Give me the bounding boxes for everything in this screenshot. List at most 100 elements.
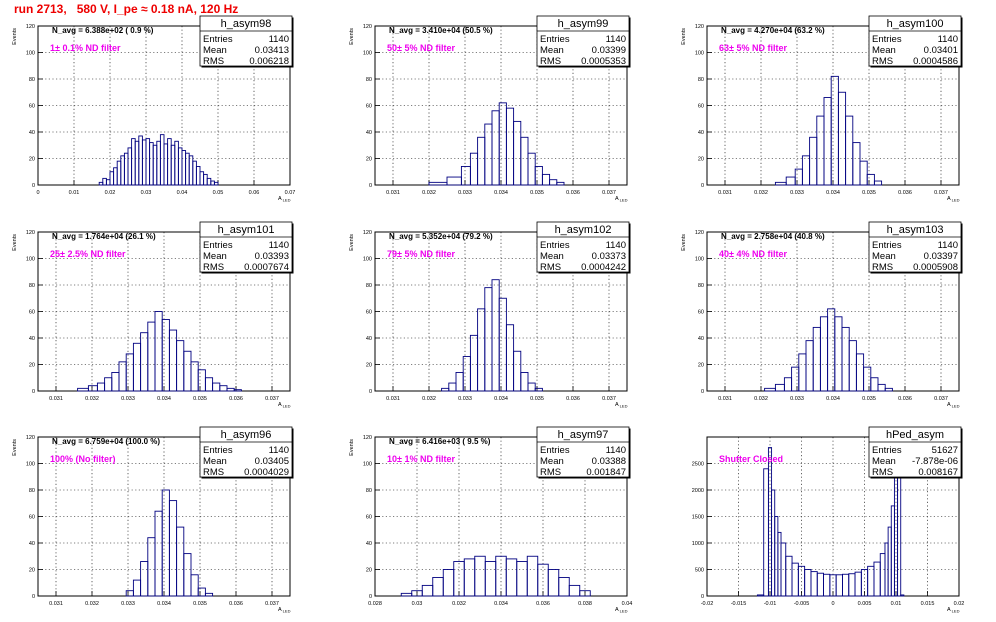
stat-label-rms: RMS xyxy=(872,56,893,67)
histogram-bar xyxy=(463,558,476,597)
filter-label: 50± 5% ND filter xyxy=(387,43,455,53)
y-axis-label: Events xyxy=(12,28,18,45)
x-tick-label: 0.038 xyxy=(578,601,592,607)
stat-value-mean: -7.878e-06 xyxy=(912,456,958,467)
histogram-bar xyxy=(756,594,765,597)
histogram-bar xyxy=(877,383,886,392)
histogram-bar xyxy=(549,179,558,186)
x-tick-label: 0.031 xyxy=(386,396,400,402)
histogram-bar xyxy=(873,561,881,597)
y-tick-label: 0 xyxy=(32,183,35,189)
stat-value-rms: 0.0004029 xyxy=(244,467,289,478)
filter-label: 1± 0.1% ND filter xyxy=(50,43,121,53)
hist-name: h_asym100 xyxy=(887,18,944,30)
histogram-bar xyxy=(520,372,529,392)
stat-box: h_asym100 Entries 1140 Mean 0.03401 RMS 0.0004… xyxy=(868,15,963,68)
hist-name: h_asym97 xyxy=(558,429,609,441)
stat-value-rms: 0.0004242 xyxy=(581,262,626,273)
y-tick-label: 60 xyxy=(29,310,35,316)
histogram-bar xyxy=(785,555,793,597)
histogram-bar xyxy=(764,387,776,392)
stat-box: h_asym102 Entries 1140 Mean 0.03373 RMS 0.0004… xyxy=(536,221,631,274)
histogram-panel-h_asym101: 0.031 0.032 0.033 0.034 0.035 0.036 0.037 0 20 40… xyxy=(12,221,294,409)
y-tick-label: 120 xyxy=(26,24,35,30)
histogram-bar xyxy=(177,147,183,186)
stat-box: h_asym103 Entries 1140 Mean 0.03397 RMS 0.0005… xyxy=(868,221,963,274)
histogram-bar xyxy=(442,569,455,597)
histogram-bar xyxy=(197,369,206,392)
histogram-bar xyxy=(190,361,199,392)
stat-value-rms: 0.008167 xyxy=(918,467,958,478)
histogram-bar xyxy=(841,326,850,392)
histogram-bar xyxy=(469,152,479,186)
histogram-bar xyxy=(192,160,197,186)
x-axis-label: ALED xyxy=(615,402,628,409)
y-tick-label: 100 xyxy=(26,51,35,57)
stat-value-rms: 0.0007674 xyxy=(244,262,289,273)
histogram-bar xyxy=(125,353,134,392)
filter-label: 25± 2.5% ND filter xyxy=(50,249,126,259)
histogram-bar xyxy=(513,350,522,392)
histogram-bar xyxy=(783,377,793,392)
histogram-bar xyxy=(534,165,543,186)
x-tick-label: 0.034 xyxy=(826,190,840,196)
n-avg-label: N_avg = 6.388e+02 ( 0.9 %) xyxy=(52,26,154,35)
histogram-bar xyxy=(203,173,208,186)
y-tick-label: 80 xyxy=(29,488,35,494)
histogram-bar xyxy=(498,297,507,392)
histogram-bar xyxy=(887,526,892,597)
x-tick-label: 0.03 xyxy=(412,601,423,607)
y-axis-label: Events xyxy=(349,28,355,45)
n-avg-label: N_avg = 4.270e+04 (63.2 %) xyxy=(721,26,825,35)
x-tick-label: 0.07 xyxy=(285,190,296,196)
x-tick-label: 0.01 xyxy=(891,601,902,607)
x-axis-label: ALED xyxy=(947,607,960,614)
x-axis-label-subscript: LED xyxy=(620,198,628,203)
stat-value-mean: 0.03388 xyxy=(592,456,626,467)
y-tick-label: 20 xyxy=(29,157,35,163)
x-axis-label-subscript: LED xyxy=(283,404,291,409)
y-axis-label: Events xyxy=(681,28,687,45)
y-tick-label: 120 xyxy=(26,230,35,236)
histogram-bar xyxy=(212,382,221,392)
x-tick-label: 0.005 xyxy=(858,601,872,607)
y-tick-label: 40 xyxy=(698,336,704,342)
histogram-bar xyxy=(498,102,507,186)
histogram-bar xyxy=(113,167,118,186)
histogram-bar xyxy=(156,140,161,186)
y-tick-label: 120 xyxy=(26,435,35,441)
y-tick-label: 100 xyxy=(695,257,704,263)
histogram-bar xyxy=(527,152,536,186)
y-tick-label: 0 xyxy=(369,389,372,395)
x-tick-label: 0.037 xyxy=(934,396,948,402)
y-tick-label: 20 xyxy=(366,568,372,574)
histogram-bar xyxy=(183,350,192,392)
histogram-bar xyxy=(884,387,893,392)
y-tick-label: 120 xyxy=(363,435,372,441)
histogram-bar xyxy=(804,569,812,597)
x-axis-label-subscript: LED xyxy=(620,404,628,409)
histogram-bar xyxy=(534,387,543,392)
x-axis-label: ALED xyxy=(615,607,628,614)
stat-value-mean: 0.03401 xyxy=(924,45,958,56)
histogram-bar xyxy=(848,573,856,597)
y-tick-label: 100 xyxy=(695,51,704,57)
histogram-bar xyxy=(812,326,821,392)
histogram-bar xyxy=(823,97,832,186)
x-tick-label: 0.033 xyxy=(458,396,472,402)
stat-value-mean: 0.03373 xyxy=(592,251,626,262)
x-tick-label: 0.032 xyxy=(452,601,466,607)
histogram-bar xyxy=(462,356,471,392)
stat-value-mean: 0.03405 xyxy=(255,456,289,467)
x-tick-label: 0.036 xyxy=(898,396,912,402)
y-tick-label: 40 xyxy=(366,130,372,136)
histogram-bar xyxy=(432,577,444,597)
y-tick-label: 60 xyxy=(366,104,372,110)
histogram-bar xyxy=(170,144,176,186)
histogram-bar xyxy=(791,562,799,597)
stat-value-entries: 1140 xyxy=(606,445,626,456)
y-tick-label: 0 xyxy=(701,389,704,395)
y-tick-label: 2500 xyxy=(692,462,704,468)
histogram-bar xyxy=(477,136,486,186)
x-tick-label: 0.031 xyxy=(718,396,732,402)
